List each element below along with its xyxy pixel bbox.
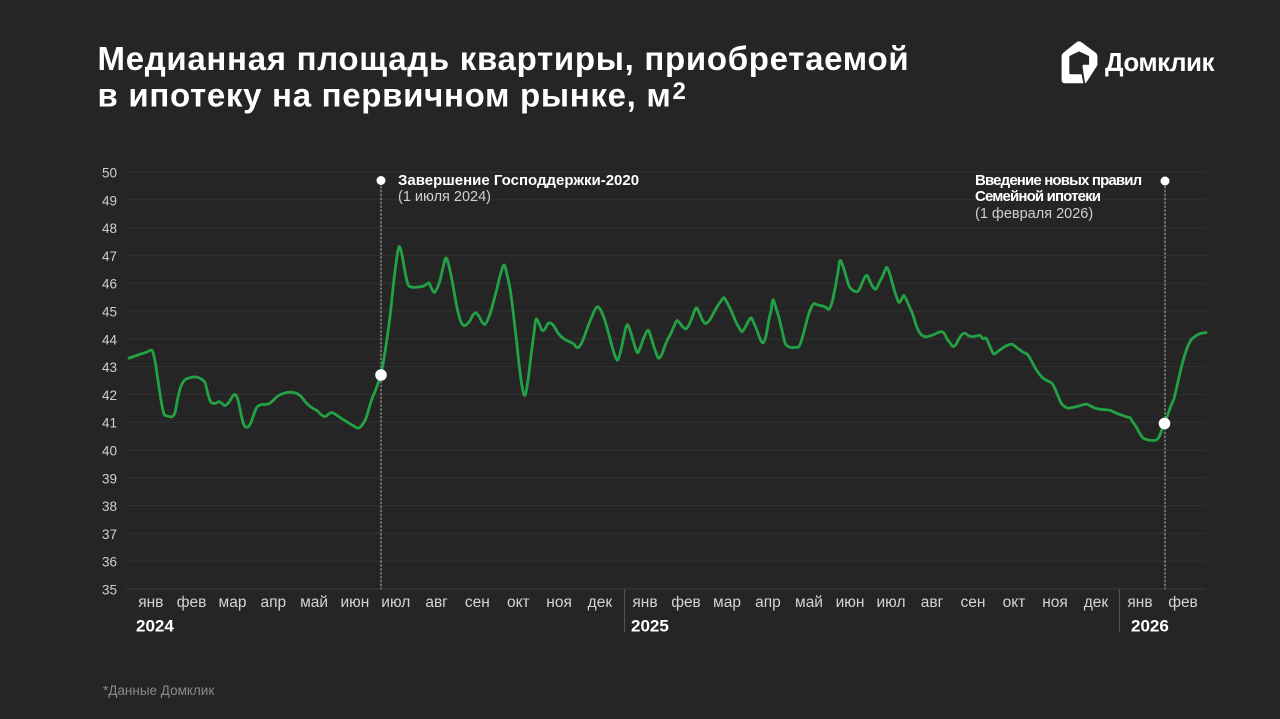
svg-text:июн: июн bbox=[340, 594, 369, 611]
svg-text:авг: авг bbox=[921, 594, 944, 611]
svg-text:Введение новых правил: Введение новых правил bbox=[975, 172, 1142, 189]
svg-text:(1 июля 2024): (1 июля 2024) bbox=[398, 189, 491, 205]
svg-text:сен: сен bbox=[465, 594, 490, 611]
svg-text:44: 44 bbox=[102, 332, 118, 347]
svg-text:Семейной ипотеки: Семейной ипотеки bbox=[975, 188, 1101, 205]
svg-text:47: 47 bbox=[102, 249, 117, 264]
svg-text:(1 февраля 2026): (1 февраля 2026) bbox=[975, 206, 1093, 222]
svg-text:40: 40 bbox=[102, 444, 117, 459]
svg-text:35: 35 bbox=[102, 583, 117, 598]
svg-text:июл: июл bbox=[877, 594, 906, 611]
svg-text:июн: июн bbox=[836, 594, 865, 611]
svg-text:43: 43 bbox=[102, 360, 117, 375]
svg-text:41: 41 bbox=[102, 416, 117, 431]
svg-text:ноя: ноя bbox=[546, 594, 572, 611]
svg-text:2025: 2025 bbox=[631, 617, 669, 636]
svg-text:фев: фев bbox=[671, 594, 701, 611]
svg-text:50: 50 bbox=[102, 166, 117, 181]
svg-text:дек: дек bbox=[1084, 594, 1109, 611]
svg-text:май: май bbox=[795, 594, 823, 611]
svg-text:апр: апр bbox=[260, 594, 286, 611]
svg-text:ноя: ноя bbox=[1042, 594, 1068, 611]
svg-text:окт: окт bbox=[507, 594, 530, 611]
svg-text:45: 45 bbox=[102, 305, 117, 320]
svg-text:авг: авг bbox=[425, 594, 448, 611]
svg-text:36: 36 bbox=[102, 555, 117, 570]
svg-text:янв: янв bbox=[632, 594, 657, 611]
svg-text:янв: янв bbox=[138, 594, 163, 611]
svg-text:49: 49 bbox=[102, 193, 117, 208]
svg-text:дек: дек bbox=[588, 594, 613, 611]
svg-text:фев: фев bbox=[1168, 594, 1198, 611]
svg-text:апр: апр bbox=[755, 594, 781, 611]
svg-text:мар: мар bbox=[219, 594, 247, 611]
svg-text:янв: янв bbox=[1127, 594, 1152, 611]
svg-text:2026: 2026 bbox=[1131, 617, 1169, 636]
svg-text:окт: окт bbox=[1003, 594, 1026, 611]
svg-text:2024: 2024 bbox=[136, 617, 174, 636]
svg-text:39: 39 bbox=[102, 471, 117, 486]
svg-text:42: 42 bbox=[102, 388, 117, 403]
svg-text:сен: сен bbox=[961, 594, 986, 611]
svg-text:46: 46 bbox=[102, 277, 117, 292]
svg-text:июл: июл bbox=[381, 594, 410, 611]
svg-text:фев: фев bbox=[177, 594, 207, 611]
svg-text:48: 48 bbox=[102, 221, 117, 236]
svg-text:37: 37 bbox=[102, 527, 117, 542]
svg-text:май: май bbox=[300, 594, 328, 611]
svg-text:Завершение Господдержки-2020: Завершение Господдержки-2020 bbox=[398, 172, 639, 189]
svg-text:38: 38 bbox=[102, 499, 117, 514]
svg-text:мар: мар bbox=[713, 594, 741, 611]
